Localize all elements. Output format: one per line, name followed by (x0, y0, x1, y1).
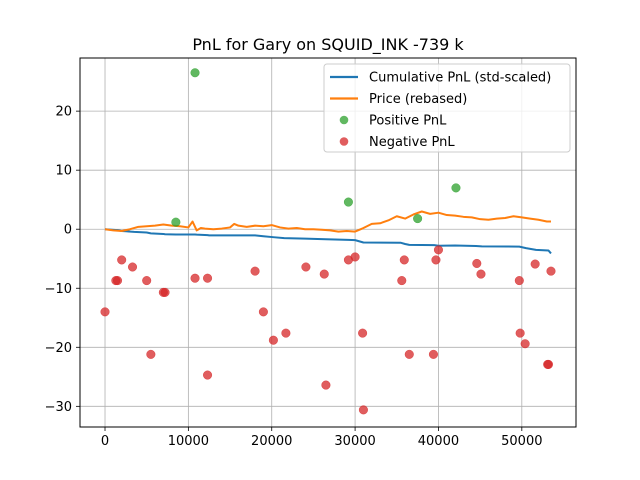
negative-pnl-point (428, 349, 439, 359)
positive-pnl-point (451, 183, 461, 193)
negative-pnl-point (160, 287, 170, 297)
negative-pnl-point (358, 405, 368, 415)
negative-pnl-point (399, 255, 409, 265)
negative-pnl-point (190, 273, 200, 283)
negative-pnl-point (202, 370, 213, 380)
legend-label: Price (rebased) (369, 92, 467, 107)
negative-pnl-point (268, 335, 278, 345)
y-tick-label: −20 (45, 341, 72, 356)
y-tick-label: −10 (45, 282, 72, 297)
legend-label: Positive PnL (369, 114, 447, 129)
x-tick-label: 10000 (168, 434, 209, 449)
negative-pnl-point (397, 276, 407, 286)
price-rebased-line (104, 210, 551, 233)
positive-pnl-point (171, 217, 181, 227)
negative-pnl-point (146, 349, 156, 359)
x-tick-label: 20000 (251, 434, 292, 449)
negative-pnl-point (520, 339, 530, 349)
negative-pnl-point (281, 328, 291, 338)
negative-pnl-point (142, 276, 152, 286)
x-tick-label: 40000 (418, 434, 459, 449)
negative-pnl-point (433, 245, 444, 255)
y-tick-label: 10 (55, 164, 72, 179)
legend-marker-swatch (339, 137, 349, 146)
plot-frame (79, 57, 577, 428)
negative-pnl-point (258, 307, 268, 317)
positive-pnl-point (413, 214, 423, 224)
negative-pnl-point (515, 328, 525, 338)
negative-pnl-point (127, 262, 138, 272)
plot-area (100, 68, 556, 415)
y-tick-label: 0 (64, 223, 72, 238)
negative-pnl-point (112, 276, 123, 286)
cumulative-pnl-std-scaled-line (104, 228, 552, 255)
legend-label: Cumulative PnL (std-scaled) (369, 71, 551, 86)
chart-title: PnL for Gary on SQUID_INK -739 k (192, 35, 464, 55)
x-tick-label: 0 (101, 434, 109, 449)
negative-pnl-point (321, 380, 331, 390)
legend-marker-swatch (339, 115, 349, 125)
negative-pnl-point (319, 269, 329, 279)
negative-pnl-point (476, 269, 486, 279)
positive-pnl-point (343, 197, 353, 207)
positive-pnl-point (190, 68, 200, 78)
negative-pnl-point (472, 258, 482, 269)
negative-pnl-point (202, 273, 213, 283)
negative-pnl-point (404, 349, 414, 359)
negative-pnl-point (250, 266, 260, 276)
negative-pnl-point (530, 259, 540, 269)
negative-pnl-point (514, 276, 524, 286)
negative-pnl-point (358, 328, 368, 338)
negative-pnl-point (431, 255, 441, 265)
axis-ticks: 0 10000 20000 30000 40000 50000 −30 −20 −10 0 10 20 (45, 105, 543, 449)
negative-pnl-point (100, 307, 110, 317)
legend-label: Negative PnL (369, 135, 455, 150)
negative-pnl-point (546, 266, 556, 276)
y-tick-label: −30 (45, 400, 72, 415)
negative-pnl-point (350, 252, 360, 262)
legend: Cumulative PnL (std-scaled) Price (rebase… (323, 63, 571, 153)
y-tick-label: 20 (55, 105, 72, 120)
x-tick-label: 50000 (501, 434, 542, 449)
negative-pnl-point (301, 262, 311, 272)
legend-box (323, 63, 571, 153)
negative-pnl-point (543, 359, 554, 369)
negative-pnl-point (117, 255, 127, 265)
x-tick-label: 30000 (334, 434, 375, 449)
